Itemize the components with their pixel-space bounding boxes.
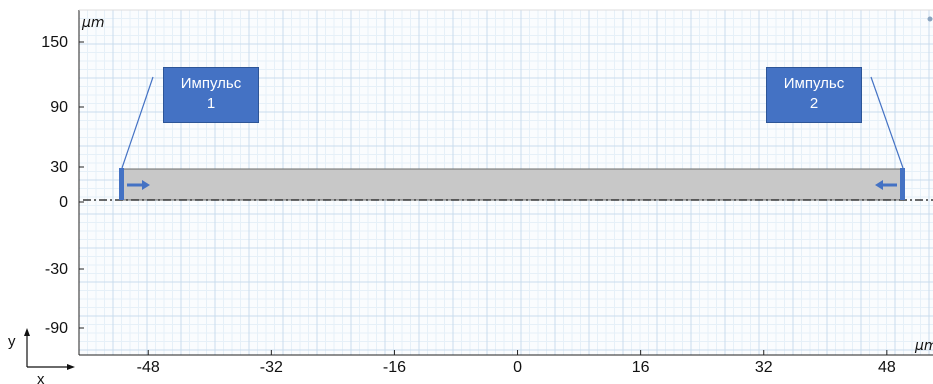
triad-y-arrow-icon (24, 328, 30, 336)
pulse-2-boundary (900, 168, 905, 200)
y-tick-label: 90 (50, 99, 68, 116)
pulse-2-leader-line (870, 76, 904, 169)
y-tick-label: 0 (59, 194, 68, 211)
x-tick-label: 32 (755, 359, 773, 376)
domain-rectangle (120, 168, 905, 201)
pulse-1-callout[interactable]: Импульс 1 (163, 67, 259, 123)
y-tick-label: -30 (45, 261, 68, 278)
y-axis-ticks: 150 90 30 0 -30 -90 (41, 34, 84, 337)
pulse-1-title: Импульс (180, 75, 242, 92)
x-tick-label: -32 (260, 359, 283, 376)
y-unit-label: μm (81, 15, 105, 31)
x-unit-label: μm (914, 338, 933, 354)
x-tick-label: 16 (632, 359, 650, 376)
x-tick-label: -48 (137, 359, 160, 376)
y-tick-label: 30 (50, 159, 68, 176)
pulse-2-title: Импульс (783, 75, 845, 92)
pulse-2-callout[interactable]: Импульс 2 (766, 67, 862, 123)
coordinate-triad: y x (8, 328, 75, 384)
view-indicator-icon (927, 16, 933, 22)
pulse-1-leader-line (121, 76, 154, 169)
x-axis-ticks: -48 -32 -16 0 16 32 48 (137, 350, 896, 376)
y-tick-label: -90 (45, 320, 68, 337)
y-tick-label: 150 (41, 34, 68, 51)
triad-x-arrow-icon (67, 364, 75, 370)
pulse-2-arrow-icon (875, 180, 883, 190)
x-tick-label: 0 (513, 359, 522, 376)
pulse-1-number: 1 (206, 95, 216, 112)
pulse-1-arrow-icon (142, 180, 150, 190)
pulse-1-boundary (119, 168, 124, 200)
triad-x-label: x (37, 371, 45, 384)
x-tick-label: 48 (878, 359, 896, 376)
pulse-2-number: 2 (809, 95, 819, 112)
triad-y-label: y (8, 333, 16, 350)
x-tick-label: -16 (383, 359, 406, 376)
